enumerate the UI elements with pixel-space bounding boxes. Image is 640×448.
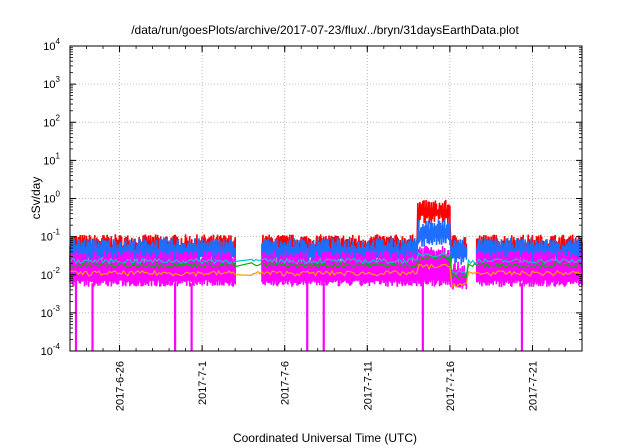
y-tick-label: 10-2 — [41, 266, 61, 282]
y-tick-label: 103 — [43, 75, 60, 91]
series-orange — [69, 263, 583, 290]
x-tick-label: 2017-7-1 — [197, 361, 209, 405]
series-cyan — [69, 251, 583, 277]
x-tick-label: 2017-7-6 — [280, 361, 292, 405]
x-tick-label: 2017-6-26 — [115, 361, 127, 411]
grid — [70, 46, 582, 351]
y-tick-label: 101 — [43, 151, 60, 167]
data-series — [69, 199, 583, 351]
y-tick-label: 102 — [43, 113, 60, 129]
x-axis-label: Coordinated Universal Time (UTC) — [233, 431, 417, 445]
y-axis-label: cSv/day — [29, 177, 43, 220]
series-green — [69, 253, 583, 280]
y-tick-label: 10-3 — [41, 304, 61, 320]
x-axis: 2017-6-26 2017-7-1 2017-7-6 2017-7-11 2017-7… — [69, 46, 583, 411]
x-tick-label: 2017-7-11 — [362, 361, 374, 410]
y-axis: 10-4 10-3 10-2 10-1 100 101 102 103 104 — [41, 37, 582, 358]
x-tick-label: 2017-7-16 — [445, 361, 457, 411]
series-magenta — [69, 245, 583, 290]
y-tick-label: 10-4 — [41, 342, 61, 358]
y-tick-label: 100 — [43, 190, 60, 206]
y-tick-label: 104 — [43, 37, 60, 53]
y-tick-label: 10-1 — [41, 228, 61, 244]
chart-title: /data/run/goesPlots/archive/2017-07-23/f… — [131, 23, 519, 37]
x-tick-label: 2017-7-21 — [527, 361, 539, 411]
